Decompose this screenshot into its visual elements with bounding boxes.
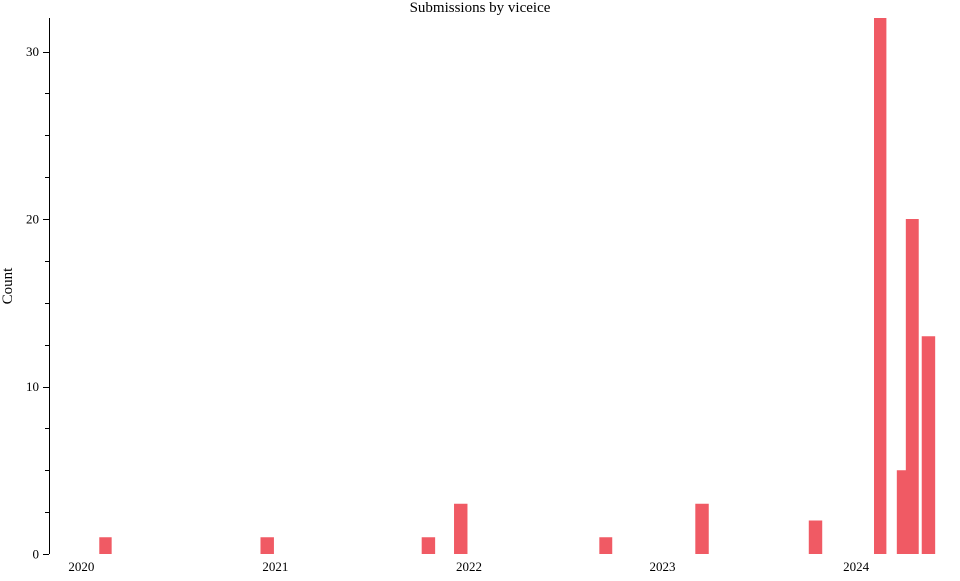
bars [99,18,936,554]
x-tick-label-2024: 2024 [843,559,870,574]
chart-title: Submissions by viceice [410,0,551,16]
bar-2024-05-01 [921,336,936,554]
y-tick-label-10: 10 [26,379,39,394]
y-tick-label-20: 20 [26,212,39,227]
bar-2020-12-01 [260,537,274,554]
bar-2021-10-01 [421,537,436,554]
x-tick-label-2022: 2022 [456,559,482,574]
x-tick-label-2020: 2020 [68,559,94,574]
x-tick-label-2021: 2021 [262,559,288,574]
x-tick-label-2023: 2023 [650,559,676,574]
bar-2020-02-01 [99,537,112,554]
y-tick-label-0: 0 [33,547,40,562]
bar-2021-12-01 [454,503,468,554]
y-tick-label-30: 30 [26,44,39,59]
bar-2024-02-01 [874,18,887,554]
y-axis-label: Count [0,267,16,305]
bar-2024-04-01 [905,219,919,554]
bar-2022-09-01 [599,537,613,554]
bar-2023-10-01 [808,520,823,554]
axes: 0 10 20 30 2020 2021 2022 2023 2024 [26,18,870,574]
bar-2023-03-01 [695,503,709,554]
